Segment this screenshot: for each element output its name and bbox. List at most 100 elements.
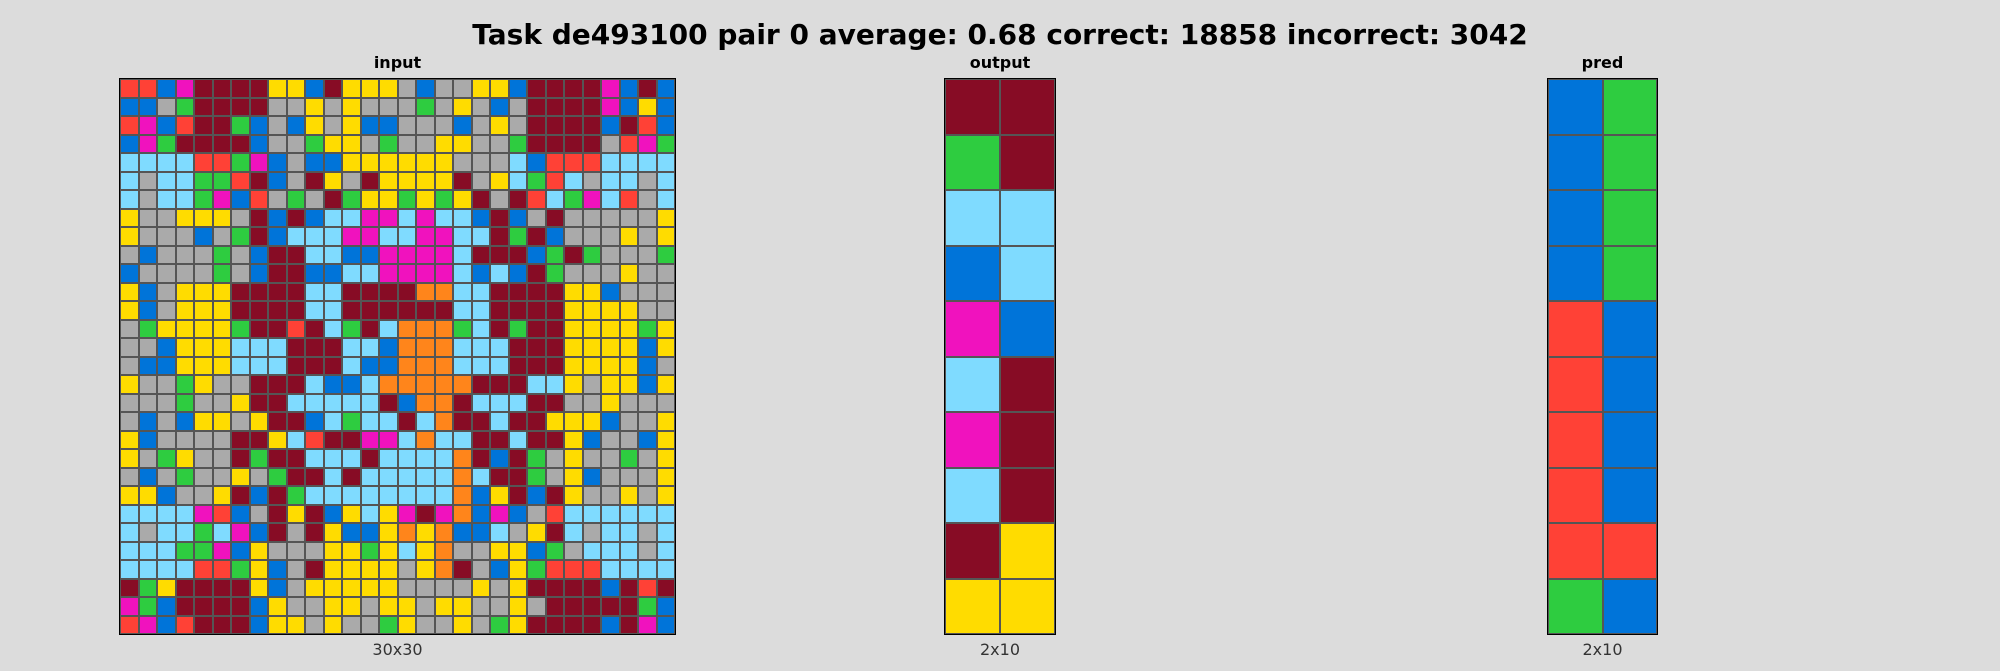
input-cell [138, 208, 157, 227]
input-cell [416, 79, 435, 98]
input-cell [157, 227, 176, 246]
input-cell [138, 116, 157, 135]
input-cell [508, 430, 527, 449]
input-cell [397, 134, 416, 153]
pred-cell [1548, 301, 1603, 357]
input-cell [656, 430, 675, 449]
input-cell [120, 615, 139, 634]
input-cell [249, 393, 268, 412]
input-cell [231, 504, 250, 523]
input-cell [564, 190, 583, 209]
input-cell [249, 79, 268, 98]
input-cell [268, 578, 287, 597]
input-cell [453, 393, 472, 412]
input-cell [416, 319, 435, 338]
pred-cell [1548, 79, 1603, 135]
input-cell [249, 523, 268, 542]
input-cell [305, 134, 324, 153]
input-cell [638, 523, 657, 542]
input-cell [268, 467, 287, 486]
input-cell [194, 301, 213, 320]
input-cell [601, 430, 620, 449]
input-cell [379, 116, 398, 135]
input-cell [490, 116, 509, 135]
input-cell [249, 190, 268, 209]
input-cell [268, 282, 287, 301]
input-cell [582, 97, 601, 116]
input-cell [471, 375, 490, 394]
input-cell [360, 430, 379, 449]
input-cell [157, 523, 176, 542]
input-cell [175, 486, 194, 505]
input-cell [323, 116, 342, 135]
input-cell [268, 356, 287, 375]
input-cell [527, 560, 546, 579]
input-cell [175, 412, 194, 431]
input-cell [268, 449, 287, 468]
input-cell [453, 79, 472, 98]
input-cell [619, 171, 638, 190]
input-cell [379, 486, 398, 505]
input-cell [453, 615, 472, 634]
input-cell [175, 338, 194, 357]
input-cell [231, 79, 250, 98]
input-cell [656, 615, 675, 634]
input-cell [453, 319, 472, 338]
input-cell [601, 523, 620, 542]
input-cell [619, 245, 638, 264]
input-cell [342, 79, 361, 98]
output-cell [1000, 301, 1055, 357]
input-cell [397, 319, 416, 338]
input-cell [490, 319, 509, 338]
input-cell [656, 245, 675, 264]
output-cell [945, 134, 1000, 190]
input-cell [434, 190, 453, 209]
input-cell [323, 356, 342, 375]
output-cell [1000, 356, 1055, 412]
pred-cell [1602, 467, 1657, 523]
input-cell [138, 393, 157, 412]
input-cell [508, 560, 527, 579]
input-cell [286, 227, 305, 246]
input-cell [157, 338, 176, 357]
input-cell [638, 97, 657, 116]
input-cell [120, 116, 139, 135]
input-cell [453, 134, 472, 153]
input-cell [342, 486, 361, 505]
input-cell [434, 116, 453, 135]
input-cell [545, 597, 564, 616]
input-cell [138, 134, 157, 153]
input-cell [434, 301, 453, 320]
input-cell [490, 467, 509, 486]
input-cell [379, 301, 398, 320]
input-cell [582, 116, 601, 135]
input-cell [157, 245, 176, 264]
input-cell [231, 97, 250, 116]
input-cell [268, 245, 287, 264]
input-cell [286, 430, 305, 449]
input-cell [656, 97, 675, 116]
input-cell [212, 375, 231, 394]
input-cell [397, 523, 416, 542]
input-cell [638, 79, 657, 98]
input-cell [231, 227, 250, 246]
input-cell [342, 264, 361, 283]
input-cell [453, 338, 472, 357]
input-cell [656, 523, 675, 542]
input-cell [194, 208, 213, 227]
input-cell [138, 597, 157, 616]
input-cell [564, 597, 583, 616]
pred-cell [1548, 245, 1603, 301]
input-cell [323, 523, 342, 542]
input-cell [564, 171, 583, 190]
input-grid-size: 30x30 [372, 640, 423, 659]
input-cell [157, 190, 176, 209]
pred-panel: pred 2x10 [1547, 53, 1658, 659]
input-cell [249, 486, 268, 505]
input-cell [212, 301, 231, 320]
input-cell [619, 338, 638, 357]
input-cell [656, 375, 675, 394]
input-cell [434, 134, 453, 153]
input-cell [490, 301, 509, 320]
input-cell [286, 282, 305, 301]
